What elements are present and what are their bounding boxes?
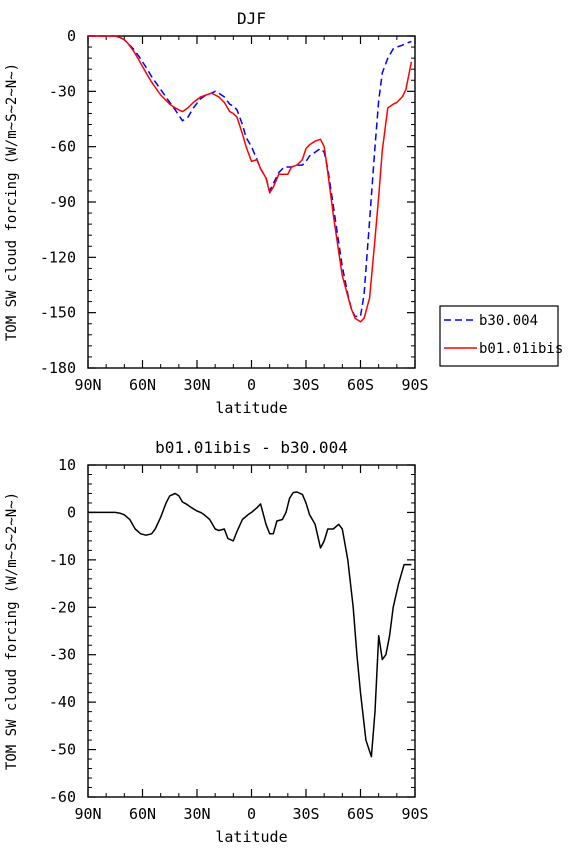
top-chart-panel: DJF 90N 60N 30N 0 30S 60S 90S 0 -30 -60 -90 -120 -150… (4, 9, 563, 417)
y-tick-label: -20 (49, 598, 76, 616)
y-tick-label: 10 (58, 456, 76, 474)
legend-box (439, 305, 559, 367)
x-tick-label: 30N (183, 376, 210, 394)
y-tick-label: -30 (49, 646, 76, 664)
x-tick-label: 0 (247, 805, 256, 823)
series-line-0 (88, 491, 412, 758)
x-axis-label: latitude (215, 399, 287, 417)
y-tick-label: -10 (49, 551, 76, 569)
x-tick-label: 60S (347, 376, 374, 394)
y-axis-label: TOM SW cloud forcing (W/m~S~2~N~) (4, 63, 20, 341)
x-axis-label: latitude (215, 828, 287, 846)
legend-label: b01.01ibis (479, 341, 563, 357)
legend-label: b30.004 (479, 313, 538, 329)
series-line-0 (88, 35, 412, 318)
y-tick-label: 0 (67, 503, 76, 521)
y-tick-label: -60 (49, 138, 76, 156)
x-tick-label: 0 (247, 376, 256, 394)
x-tick-label: 90S (401, 805, 428, 823)
y-tick-label: -40 (49, 693, 76, 711)
y-tick-label: -50 (49, 741, 76, 759)
series-line-1 (88, 35, 413, 323)
y-axis-label: TOM SW cloud forcing (W/m~S~2~N~) (4, 492, 20, 770)
x-tick-label: 60S (347, 805, 374, 823)
y-tick-label: -30 (49, 82, 76, 100)
bottom-chart-panel: b01.01ibis - b30.004 90N 60N 30N 0 30S 60S 90S 1… (4, 438, 429, 846)
x-tick-label: 90N (74, 805, 101, 823)
y-tick-label: -120 (40, 248, 76, 266)
y-tick-label: -180 (40, 359, 76, 377)
plot-frame (87, 464, 416, 798)
x-tick-label: 90N (74, 376, 101, 394)
x-tick-label: 30N (183, 805, 210, 823)
y-tick-label: -150 (40, 304, 76, 322)
y-tick-label: 0 (67, 27, 76, 45)
plot-frame (87, 35, 416, 369)
x-tick-label: 90S (401, 376, 428, 394)
chart-title: b01.01ibis - b30.004 (155, 438, 348, 457)
chart-title: DJF (237, 9, 266, 28)
x-tick-label: 30S (292, 376, 319, 394)
x-tick-label: 60N (129, 376, 156, 394)
x-tick-label: 60N (129, 805, 156, 823)
x-tick-label: 30S (292, 805, 319, 823)
y-tick-label: -60 (49, 788, 76, 806)
y-tick-label: -90 (49, 193, 76, 211)
